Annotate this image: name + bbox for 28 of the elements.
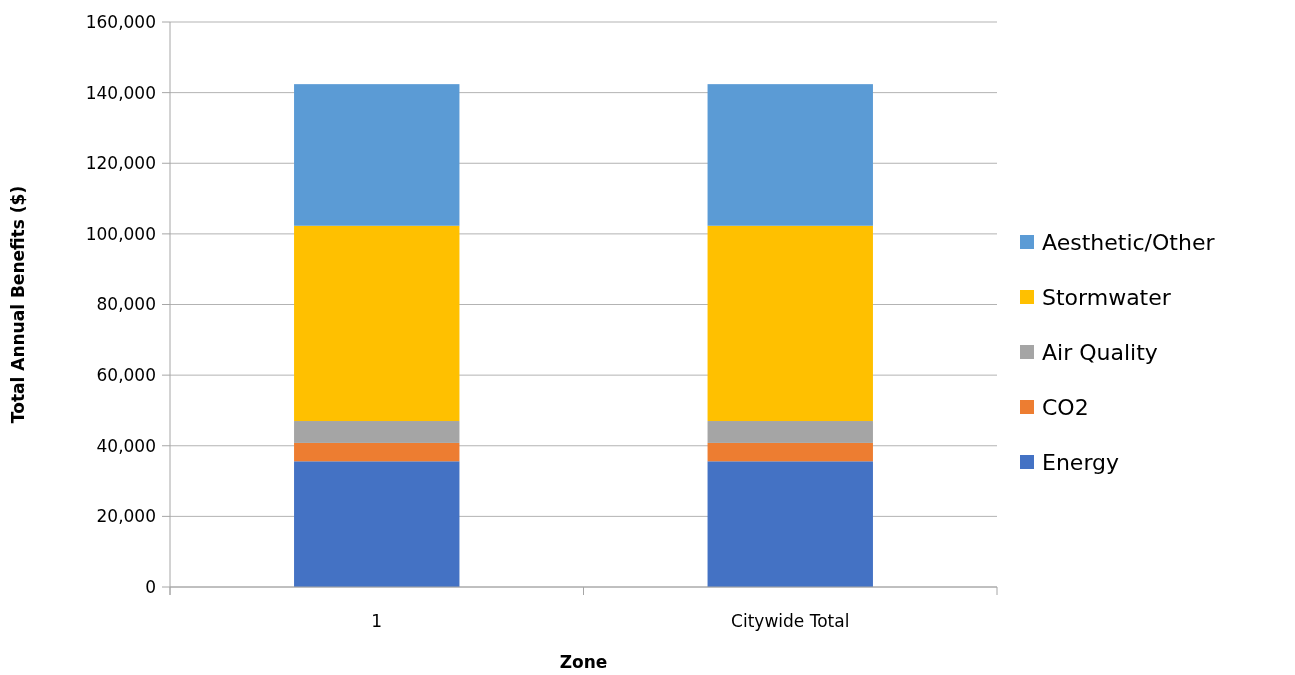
bar (707, 421, 873, 443)
bar (294, 442, 460, 462)
x-tick-label: Citywide Total (731, 611, 850, 631)
bar (707, 225, 873, 422)
legend-label: Aesthetic/Other (1042, 229, 1216, 255)
y-tick-label: 20,000 (96, 506, 156, 527)
y-tick-label: 140,000 (85, 82, 156, 103)
bar (707, 442, 873, 462)
y-tick-label: 80,000 (96, 294, 156, 315)
bar (294, 225, 460, 422)
x-tick-label: 1 (371, 611, 383, 631)
bar (707, 84, 873, 226)
bar (294, 461, 460, 587)
y-tick-label: 100,000 (85, 223, 156, 244)
y-axis-title: Total Annual Benefits ($) (8, 185, 28, 424)
y-tick-label: 40,000 (96, 435, 156, 456)
legend-label: Stormwater (1042, 284, 1172, 310)
legend-label: Energy (1042, 449, 1120, 475)
y-tick-label: 0 (145, 576, 156, 597)
legend-label: Air Quality (1042, 339, 1158, 365)
legend-label: CO2 (1042, 394, 1089, 420)
y-tick-label: 60,000 (96, 365, 156, 386)
x-axis-title: Zone (559, 652, 608, 672)
bar (294, 84, 460, 226)
bar (707, 461, 873, 587)
bar (294, 421, 460, 443)
y-tick-label: 120,000 (85, 153, 156, 174)
y-tick-label: 160,000 (85, 11, 156, 32)
